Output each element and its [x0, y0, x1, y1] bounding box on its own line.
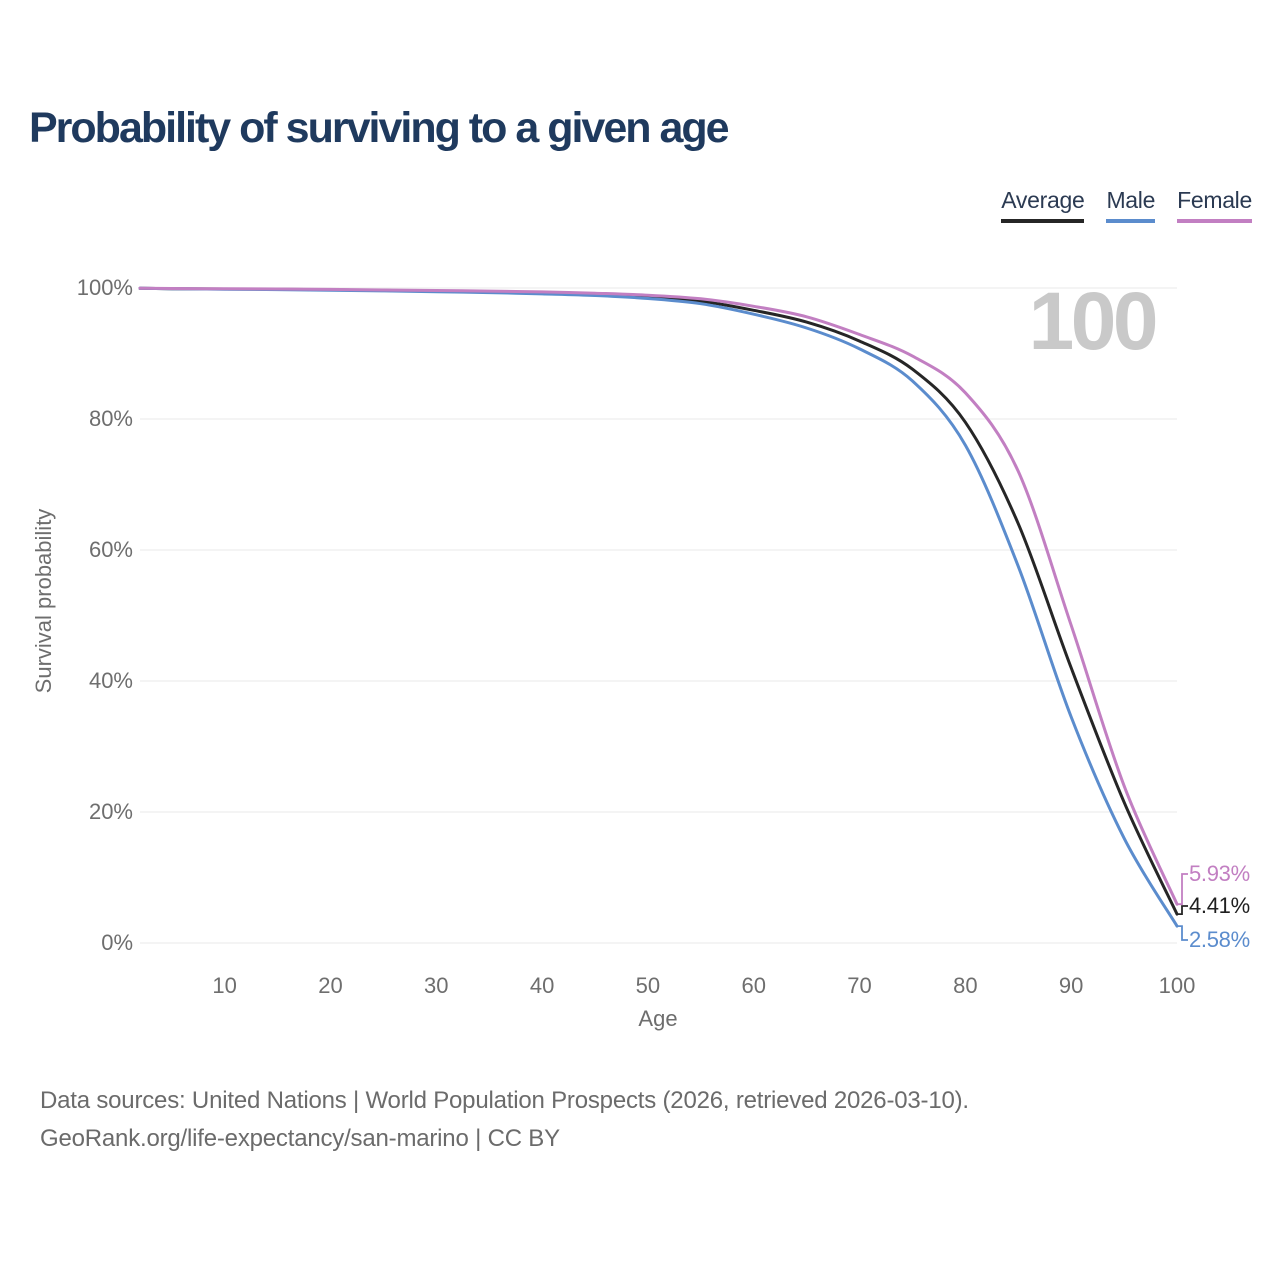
- legend: Average Male Female: [1001, 187, 1252, 223]
- x-tick-30: 30: [424, 973, 449, 998]
- y-tick-60: 60%: [88, 537, 133, 562]
- footer-line-1: Data sources: United Nations | World Pop…: [40, 1087, 969, 1114]
- age-watermark: 100: [1029, 276, 1156, 367]
- legend-item-average[interactable]: Average: [1001, 187, 1085, 223]
- x-tick-10: 10: [212, 973, 237, 998]
- x-tick-20: 20: [318, 973, 343, 998]
- end-label-average: 4.41%: [1189, 893, 1250, 918]
- y-tick-20: 20%: [88, 799, 133, 824]
- y-tick-0: 0%: [101, 930, 133, 955]
- y-tick-80: 80%: [88, 406, 133, 431]
- data-sources-footer: Data sources: United Nations | World Pop…: [40, 1082, 1240, 1158]
- curve-male[interactable]: [138, 286, 1179, 928]
- curve-average[interactable]: [138, 286, 1179, 916]
- legend-item-male[interactable]: Male: [1106, 187, 1155, 223]
- gridlines: [140, 287, 1177, 944]
- x-axis-title: Age: [638, 1006, 678, 1031]
- x-tick-70: 70: [847, 973, 872, 998]
- curve-lines: [138, 286, 1188, 941]
- x-tick-80: 80: [953, 973, 978, 998]
- end-label-male: 2.58%: [1189, 927, 1250, 952]
- y-axis-title: Survival probability: [31, 508, 56, 694]
- x-tick-90: 90: [1058, 973, 1084, 998]
- end-label-female: 5.93%: [1189, 861, 1250, 886]
- curve-female[interactable]: [138, 286, 1179, 906]
- legend-item-female[interactable]: Female: [1177, 187, 1252, 223]
- x-tick-40: 40: [529, 973, 555, 998]
- x-tick-50: 50: [635, 973, 661, 998]
- x-tick-60: 60: [741, 973, 766, 998]
- page-title: Probability of surviving to a given age: [29, 104, 730, 152]
- y-tick-100: 100%: [76, 275, 133, 300]
- x-tick-100: 100: [1158, 973, 1196, 998]
- y-tick-40: 40%: [88, 668, 133, 693]
- footer-line-2: GeoRank.org/life-expectancy/san-marino |…: [40, 1125, 560, 1152]
